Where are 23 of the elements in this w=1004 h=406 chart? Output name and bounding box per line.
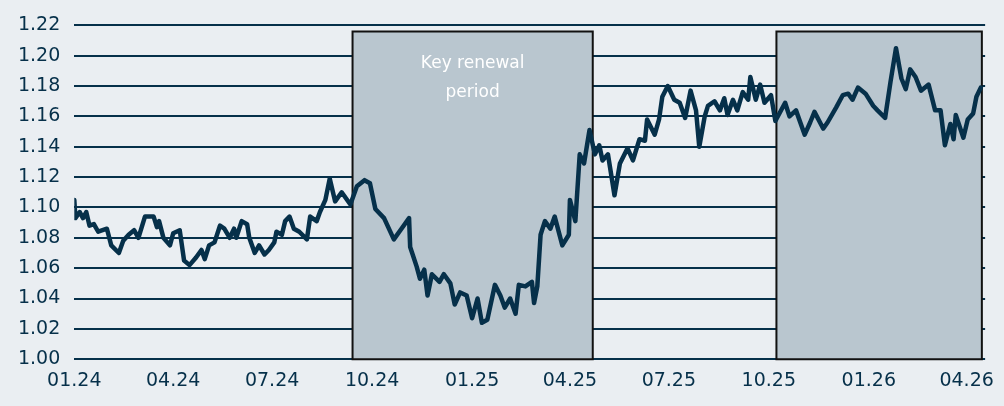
y-tick-label: 1.10 — [17, 194, 61, 217]
x-tick-label: 04.26 — [939, 367, 994, 390]
x-tick-label: 04.24 — [146, 367, 201, 390]
band-label: Key renewal period — [420, 52, 525, 102]
x-tick-label: 01.24 — [47, 367, 102, 390]
x-tick-label: 01.26 — [841, 367, 897, 390]
y-tick-label: 1.16 — [17, 103, 61, 126]
y-tick-label: 1.22 — [17, 12, 61, 35]
y-tick-label: 1.14 — [17, 133, 61, 156]
x-tick-label: 07.25 — [641, 367, 697, 390]
y-tick-label: 1.20 — [17, 42, 61, 65]
x-tick-label: 04.25 — [542, 367, 598, 390]
y-tick-label: 1.04 — [17, 285, 61, 308]
y-tick-label: 1.18 — [17, 73, 61, 96]
y-tick-label: 1.02 — [17, 315, 61, 338]
y-tick-label: 1.00 — [17, 346, 61, 369]
x-tick-label: 01.25 — [444, 367, 500, 390]
x-tick-label: 10.24 — [344, 367, 400, 390]
y-tick-label: 1.12 — [17, 164, 61, 187]
y-tick-label: 1.06 — [17, 255, 61, 278]
y-tick-label: 1.08 — [17, 224, 61, 247]
x-tick-label: 10.25 — [741, 367, 797, 390]
x-tick-label: 07.24 — [244, 367, 300, 390]
